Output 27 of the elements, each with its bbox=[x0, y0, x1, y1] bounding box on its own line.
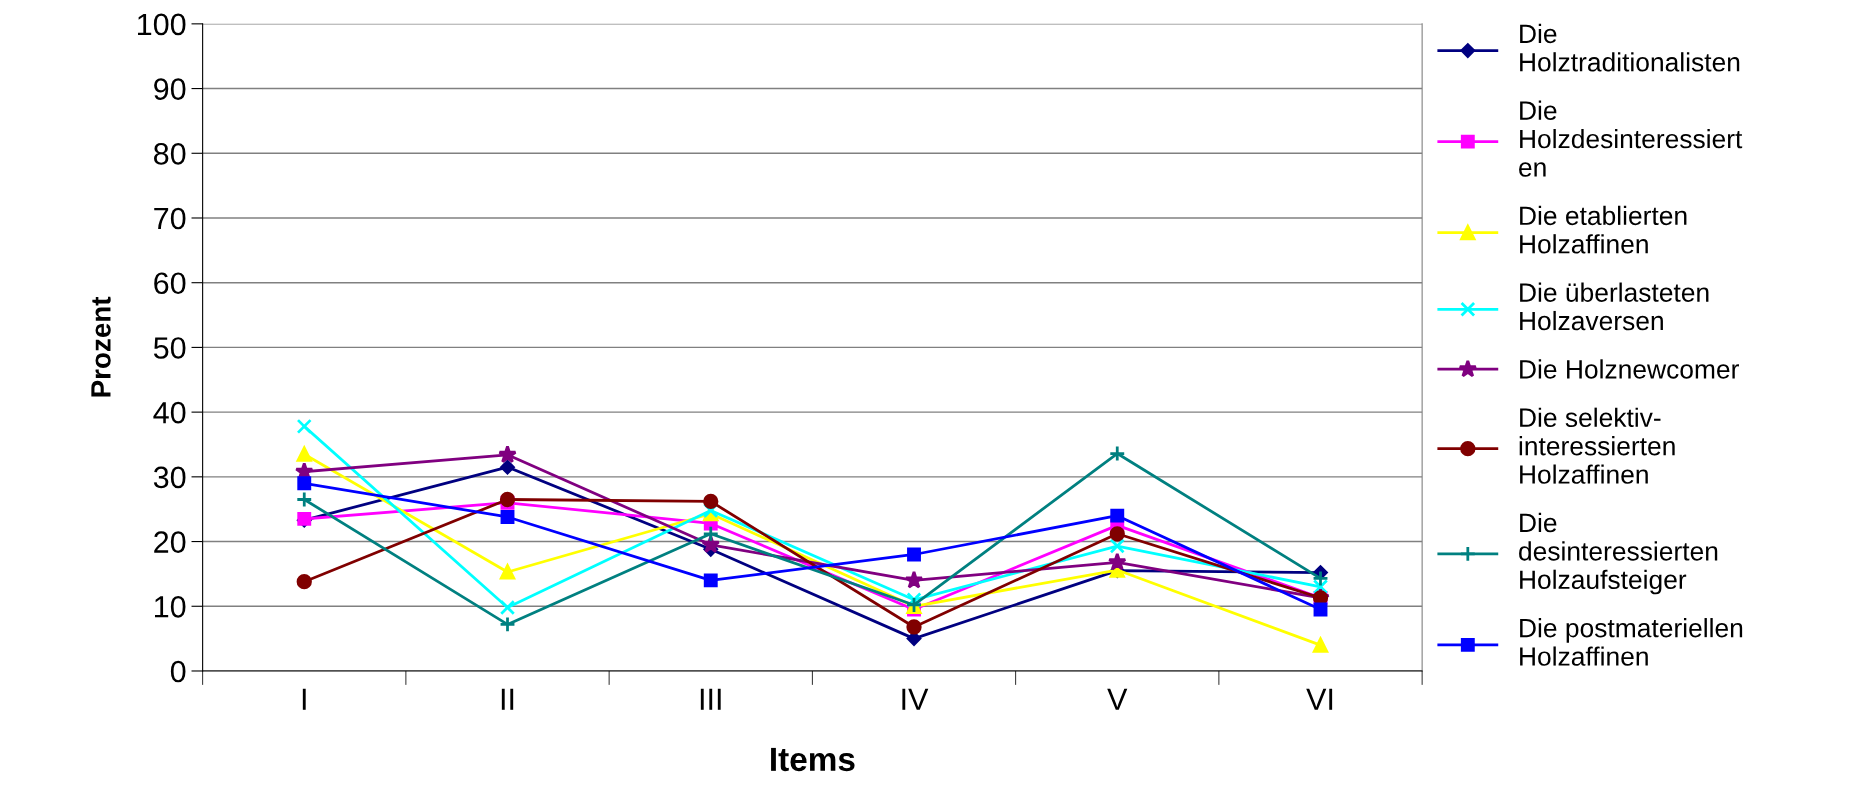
y-axis-title: Prozent bbox=[91, 296, 111, 397]
y-tick-label: 70 bbox=[154, 207, 186, 230]
legend-label: Die desinteressierten Holzaufsteiger bbox=[1519, 512, 1718, 595]
y-tick-label: 30 bbox=[153, 466, 186, 489]
legend-label: Die überlasteten Holzaversen bbox=[1520, 282, 1709, 331]
legend-label: Die Holzdesinteressiert en bbox=[1519, 100, 1743, 177]
y-tick-label: 60 bbox=[154, 272, 186, 295]
y-tick-label: 80 bbox=[154, 143, 186, 165]
x-tick-label: III bbox=[700, 688, 721, 710]
y-tick-label: 90 bbox=[154, 78, 186, 100]
y-tick-label: 100 bbox=[138, 13, 186, 36]
legend-label: Die Holztraditionalisten bbox=[1520, 23, 1740, 72]
x-axis-title: Items bbox=[771, 747, 855, 772]
y-tick-label: 20 bbox=[154, 531, 186, 553]
x-tick-label: IV bbox=[902, 688, 929, 710]
y-tick-label: 0 bbox=[170, 660, 186, 683]
legend-label: Die postmateriellen Holzaffinen bbox=[1520, 618, 1743, 666]
x-tick-label: II bbox=[501, 688, 514, 710]
x-tick-label: I bbox=[302, 688, 306, 710]
legend-label: Die etablierten Holzaffinen bbox=[1520, 205, 1687, 254]
y-tick-label: 50 bbox=[153, 337, 186, 359]
y-tick-label: 40 bbox=[153, 401, 186, 424]
x-tick-label: VI bbox=[1306, 688, 1333, 710]
legend-label: Die selektiv- interessierten Holzaffinen bbox=[1519, 407, 1675, 484]
y-tick-label: 10 bbox=[155, 596, 186, 618]
legend-label: Die Holznewcomer bbox=[1520, 359, 1739, 379]
x-tick-label: V bbox=[1107, 688, 1128, 710]
